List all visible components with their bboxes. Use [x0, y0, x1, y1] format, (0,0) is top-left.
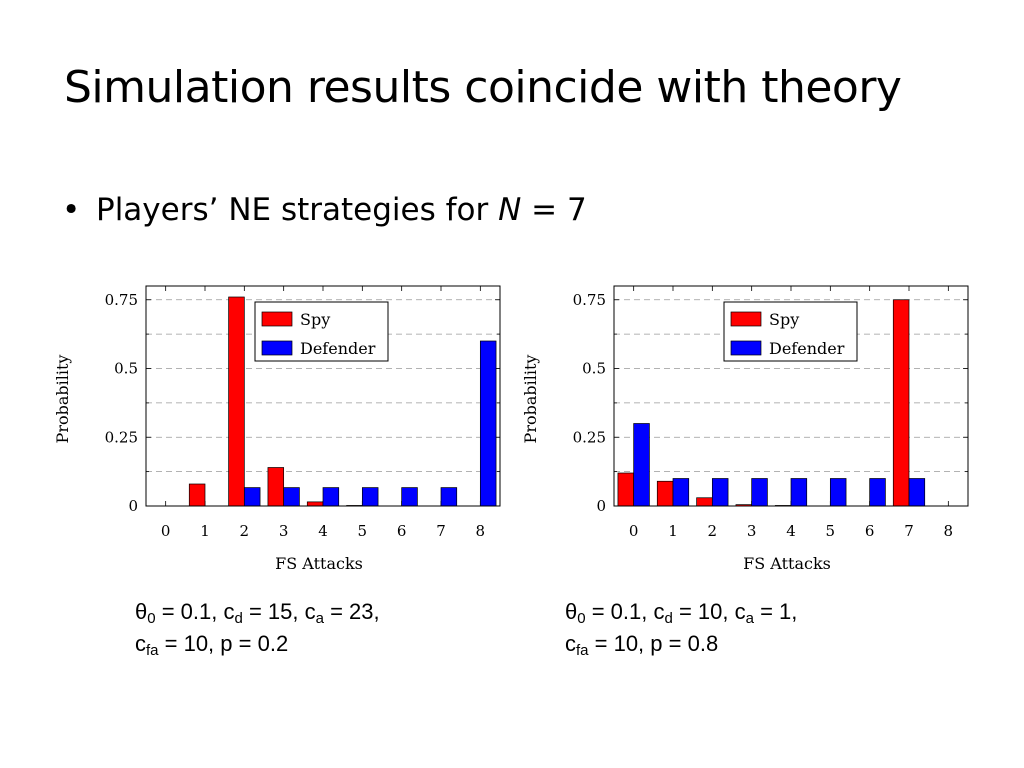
y-tick-label: 0.5 [582, 360, 606, 378]
legend-label-spy: Spy [300, 310, 330, 329]
y-tick-label: 0 [596, 497, 606, 515]
legend-label-defender: Defender [300, 339, 376, 358]
bar-defender [322, 487, 340, 507]
bar-defender [243, 487, 261, 507]
bar-defender [361, 487, 379, 507]
y-tick-label: 0.75 [105, 291, 138, 309]
a-subscript: a [745, 610, 754, 627]
d-subscript: d [664, 610, 673, 627]
x-tick-label: 0 [161, 522, 171, 540]
x-tick-label: 7 [436, 522, 446, 540]
x-axis-label: FS Attacks [743, 554, 831, 573]
theta-symbol: θ [135, 599, 148, 624]
caption-line-1: θ0 = 0.1, cd = 15, ca = 23, [135, 596, 380, 628]
caption-text: = 1, [753, 599, 798, 624]
y-tick-label: 0.5 [114, 360, 138, 378]
x-tick-label: 1 [200, 522, 210, 540]
bullet-text: Players’ NE strategies for [96, 192, 499, 228]
bar-defender [711, 478, 729, 507]
a-subscript: a [315, 610, 324, 627]
bullet-variable: N [498, 192, 522, 228]
legend-label-defender: Defender [769, 339, 845, 358]
fa-subscript: fa [576, 642, 589, 659]
caption-text: = 10, p = 0.2 [158, 631, 289, 656]
d-subscript: d [234, 610, 243, 627]
caption-line-1: θ0 = 0.1, cd = 10, ca = 1, [565, 596, 797, 628]
caption-text: = 10, p = 0.8 [588, 631, 719, 656]
y-tick-label: 0.25 [105, 428, 138, 446]
theta-subscript: 0 [147, 610, 156, 627]
bar-defender [401, 487, 418, 507]
caption-right: θ0 = 0.1, cd = 10, ca = 1, cfa = 10, p =… [565, 596, 797, 660]
bar-spy [228, 296, 245, 507]
plot-frame [145, 285, 501, 507]
bullet-marker: • [62, 192, 81, 228]
y-tick-label: 0.25 [573, 428, 606, 446]
bar-spy [306, 501, 324, 507]
x-tick-label: 1 [668, 522, 678, 540]
x-tick-label: 3 [279, 522, 289, 540]
x-tick-label: 8 [476, 522, 486, 540]
bar-spy [267, 467, 285, 507]
plot-frame [613, 285, 969, 507]
legend-swatch-defender [261, 340, 293, 356]
slide-title: Simulation results coincide with theory [64, 62, 902, 113]
bar-spy [892, 299, 910, 507]
bar-defender [633, 423, 650, 507]
theta-subscript: 0 [577, 610, 586, 627]
caption-text: = 10, c [672, 599, 746, 624]
bar-defender [751, 478, 768, 507]
bar-defender [672, 478, 690, 507]
bullet-point: • Players’ NE strategies for N = 7 [62, 192, 587, 228]
legend-label-spy: Spy [769, 310, 799, 329]
legend-swatch-spy [730, 311, 762, 327]
caption-text: = 0.1, c [585, 599, 665, 624]
x-tick-label: 6 [397, 522, 407, 540]
x-tick-label: 8 [944, 522, 954, 540]
x-tick-label: 6 [865, 522, 875, 540]
bar-defender [790, 478, 808, 507]
bar-spy [656, 480, 674, 507]
caption-line-2: cfa = 10, p = 0.8 [565, 628, 797, 660]
legend-swatch-spy [261, 311, 293, 327]
caption-text: = 0.1, c [155, 599, 235, 624]
bar-spy [696, 497, 713, 507]
bar-defender [869, 478, 886, 507]
y-axis-label: Probability [521, 355, 540, 444]
chart-right: 0 0.25 0.5 0.75 0 1 2 3 4 5 6 7 8 FS Attacks Probabili… [521, 285, 969, 573]
chart-left: 0 0.25 0.5 0.75 0 1 2 3 4 5 6 7 8 FS Attacks Probabili… [53, 285, 501, 573]
bar-defender [283, 487, 300, 507]
bullet-equals: = 7 [521, 192, 587, 228]
fa-subscript: fa [146, 642, 159, 659]
theta-symbol: θ [565, 599, 578, 624]
x-tick-label: 4 [786, 522, 796, 540]
y-axis-label: Probability [53, 355, 72, 444]
y-tick-label: 0 [128, 497, 138, 515]
bar-defender [479, 340, 497, 507]
legend-swatch-defender [730, 340, 762, 356]
caption-text: c [565, 631, 576, 656]
x-axis-label: FS Attacks [275, 554, 363, 573]
caption-line-2: cfa = 10, p = 0.2 [135, 628, 380, 660]
x-tick-label: 0 [629, 522, 639, 540]
bar-defender [440, 487, 458, 507]
x-tick-label: 2 [708, 522, 718, 540]
y-tick-label: 0.75 [573, 291, 606, 309]
x-tick-label: 7 [904, 522, 914, 540]
x-tick-label: 3 [747, 522, 757, 540]
bar-defender [829, 478, 847, 507]
bar-defender [908, 478, 926, 507]
x-tick-label: 2 [240, 522, 250, 540]
caption-text: c [135, 631, 146, 656]
bar-spy [617, 472, 635, 507]
caption-text: = 23, [323, 599, 380, 624]
x-tick-label: 5 [358, 522, 368, 540]
caption-text: = 15, c [242, 599, 316, 624]
x-tick-label: 4 [318, 522, 328, 540]
x-tick-label: 5 [826, 522, 836, 540]
caption-left: θ0 = 0.1, cd = 15, ca = 23, cfa = 10, p … [135, 596, 380, 660]
bar-spy [188, 483, 206, 507]
